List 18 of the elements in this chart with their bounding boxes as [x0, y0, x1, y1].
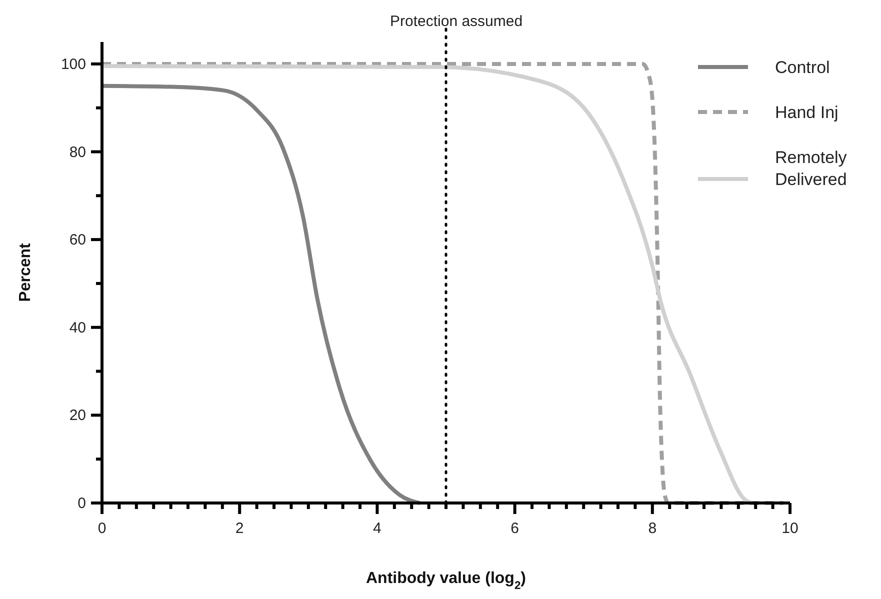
- legend-label: Hand Inj: [775, 103, 838, 122]
- y-tick-label: 20: [69, 407, 86, 424]
- ref-line-label: Protection assumed: [390, 13, 523, 30]
- y-tick-label: 40: [69, 319, 86, 336]
- y-axis-title: Percent: [17, 242, 34, 302]
- y-tick-label: 60: [69, 232, 86, 249]
- x-tick-label: 0: [98, 520, 106, 537]
- x-axis-title: Antibody value (log$_{2}$): [366, 570, 526, 592]
- y-tick-label: 80: [69, 144, 86, 161]
- y-tick-label: 0: [78, 495, 86, 512]
- x-tick-label: 2: [235, 520, 244, 537]
- legend-label: Control: [775, 58, 830, 77]
- x-tick-label: 4: [373, 520, 382, 537]
- x-tick-label: 8: [648, 520, 657, 537]
- legend-label: Remotely Delivered: [775, 148, 848, 189]
- y-tick-label: 100: [60, 56, 86, 73]
- x-tick-label: 10: [782, 520, 798, 537]
- x-tick-label: 6: [510, 520, 519, 537]
